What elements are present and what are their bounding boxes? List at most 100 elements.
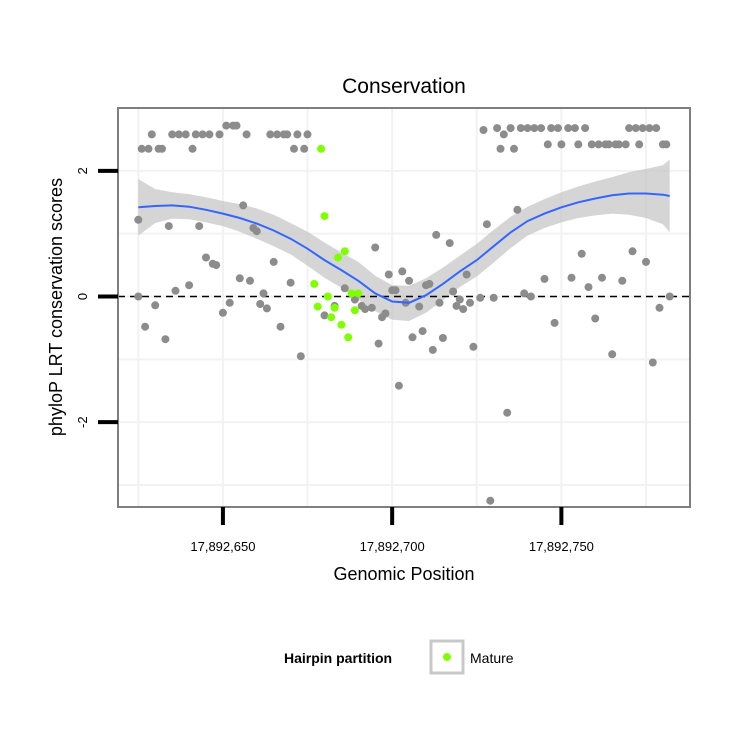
data-point (147, 130, 156, 139)
data-point (486, 496, 495, 505)
data-point (340, 284, 349, 293)
data-point (642, 257, 650, 266)
data-point (557, 140, 566, 149)
data-point (604, 140, 613, 149)
y-axis-title: phyloP LRT conservation scores (46, 178, 66, 436)
data-point (540, 274, 549, 283)
data-point (391, 286, 400, 295)
data-point (631, 124, 640, 133)
data-point (594, 140, 603, 149)
data-point-mature (310, 279, 319, 288)
data-point (283, 130, 292, 139)
y-tick-label: 0 (75, 293, 90, 300)
data-point (625, 124, 634, 133)
legend-key-mature-point (443, 653, 451, 661)
data-point (476, 293, 485, 302)
data-point (591, 314, 600, 323)
data-point (222, 121, 231, 130)
data-point-mature (340, 247, 349, 256)
data-point (581, 124, 590, 133)
legend-key-box (429, 639, 465, 675)
data-point (449, 287, 458, 296)
data-point (547, 124, 556, 133)
data-point (584, 283, 593, 292)
data-point (137, 144, 146, 153)
data-point (405, 276, 414, 285)
y-axis-ticks: -2 0 2 (75, 167, 118, 428)
data-point (259, 289, 268, 298)
data-point (273, 130, 282, 139)
data-point (479, 126, 488, 134)
data-point (195, 222, 204, 231)
data-point (482, 220, 491, 229)
data-point (506, 124, 515, 133)
data-point (205, 130, 214, 139)
data-point (523, 124, 532, 133)
data-point (225, 298, 234, 307)
data-point (218, 308, 227, 317)
data-point (655, 303, 664, 312)
data-point (191, 130, 200, 139)
data-point (367, 303, 376, 312)
data-point (303, 130, 312, 139)
data-point (455, 295, 464, 304)
data-point (290, 144, 298, 153)
data-point-mature (354, 289, 363, 298)
panel-border (117, 107, 691, 508)
data-point (635, 140, 644, 149)
data-point (262, 304, 271, 313)
x-tick-label: 17,892,650 (190, 539, 255, 554)
data-point (513, 205, 522, 214)
data-point (361, 305, 370, 314)
data-point (181, 130, 190, 139)
legend-label-mature: Mature (470, 650, 514, 666)
data-point (628, 247, 637, 256)
data-point (645, 124, 654, 133)
data-point (141, 322, 150, 331)
data-point-mature (344, 333, 353, 342)
data-point (462, 270, 471, 279)
x-axis-ticks: 17,892,650 17,892,700 17,892,750 (190, 507, 594, 554)
data-point (567, 273, 576, 282)
data-point (618, 276, 627, 285)
data-point (134, 215, 143, 224)
data-point (503, 408, 512, 417)
data-point (415, 302, 424, 311)
legend-title: Hairpin partition (284, 650, 392, 666)
data-point (185, 281, 194, 290)
data-point (574, 140, 583, 149)
data-point (530, 124, 539, 133)
data-point (425, 279, 434, 288)
data-point (235, 274, 244, 283)
data-point (134, 292, 143, 301)
confidence-ribbon-layer (138, 159, 670, 321)
data-point (516, 124, 525, 133)
data-point (469, 342, 478, 351)
y-tick-label: -2 (75, 416, 90, 428)
data-point-mature (323, 292, 332, 301)
data-point (466, 298, 474, 307)
data-point-mature (330, 303, 339, 312)
data-point (608, 350, 617, 359)
data-point (232, 121, 241, 130)
data-point (489, 293, 498, 302)
plot-panel (117, 107, 691, 508)
data-point (493, 124, 502, 133)
data-point (394, 381, 403, 390)
data-point (212, 261, 221, 270)
data-point-mature (337, 320, 346, 329)
data-point (286, 278, 295, 287)
data-point (564, 124, 573, 133)
data-point (459, 305, 468, 314)
data-point (621, 140, 630, 149)
x-tick-label: 17,892,750 (529, 539, 594, 554)
data-point (296, 352, 305, 361)
data-point-mature (347, 289, 356, 298)
data-point (662, 140, 671, 149)
data-point (398, 267, 407, 276)
x-tick-label: 17,892,700 (360, 539, 425, 554)
data-point-mature (327, 313, 336, 322)
data-point (151, 301, 160, 310)
data-point (652, 124, 661, 133)
y-tick-label: 2 (75, 167, 90, 174)
